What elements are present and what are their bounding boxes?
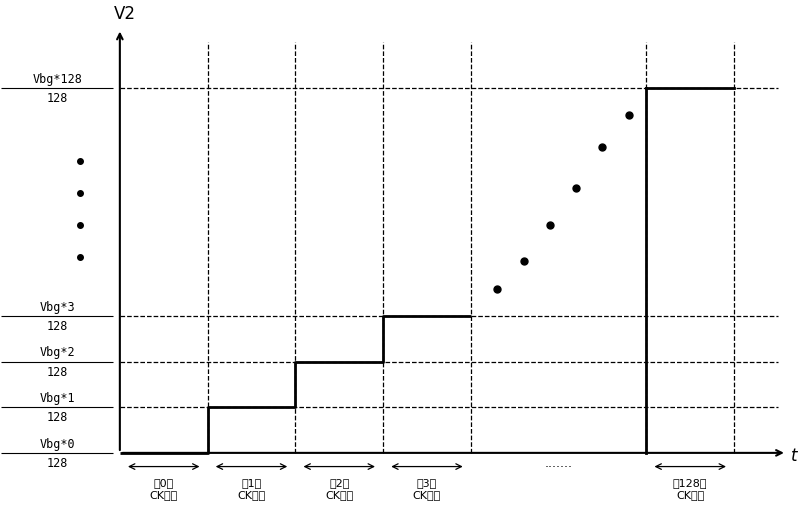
Text: 128: 128 — [46, 92, 68, 105]
Text: 第2个
CK周期: 第2个 CK周期 — [325, 477, 354, 499]
Text: t: t — [791, 446, 798, 464]
Text: 第1个
CK周期: 第1个 CK周期 — [238, 477, 266, 499]
Text: Vbg*128: Vbg*128 — [32, 73, 82, 86]
Text: 第128个
CK周期: 第128个 CK周期 — [673, 477, 707, 499]
Text: Vbg*3: Vbg*3 — [39, 300, 75, 313]
Text: 第0个
CK周期: 第0个 CK周期 — [150, 477, 178, 499]
Text: Vbg*0: Vbg*0 — [39, 437, 75, 450]
Text: 128: 128 — [46, 411, 68, 423]
Text: 第3个
CK周期: 第3个 CK周期 — [413, 477, 441, 499]
Text: ·······: ······· — [545, 460, 573, 473]
Text: 128: 128 — [46, 456, 68, 469]
Text: Vbg*1: Vbg*1 — [39, 391, 75, 404]
Text: Vbg*2: Vbg*2 — [39, 346, 75, 359]
Text: 128: 128 — [46, 320, 68, 332]
Text: 128: 128 — [46, 365, 68, 378]
Text: V2: V2 — [114, 5, 136, 23]
